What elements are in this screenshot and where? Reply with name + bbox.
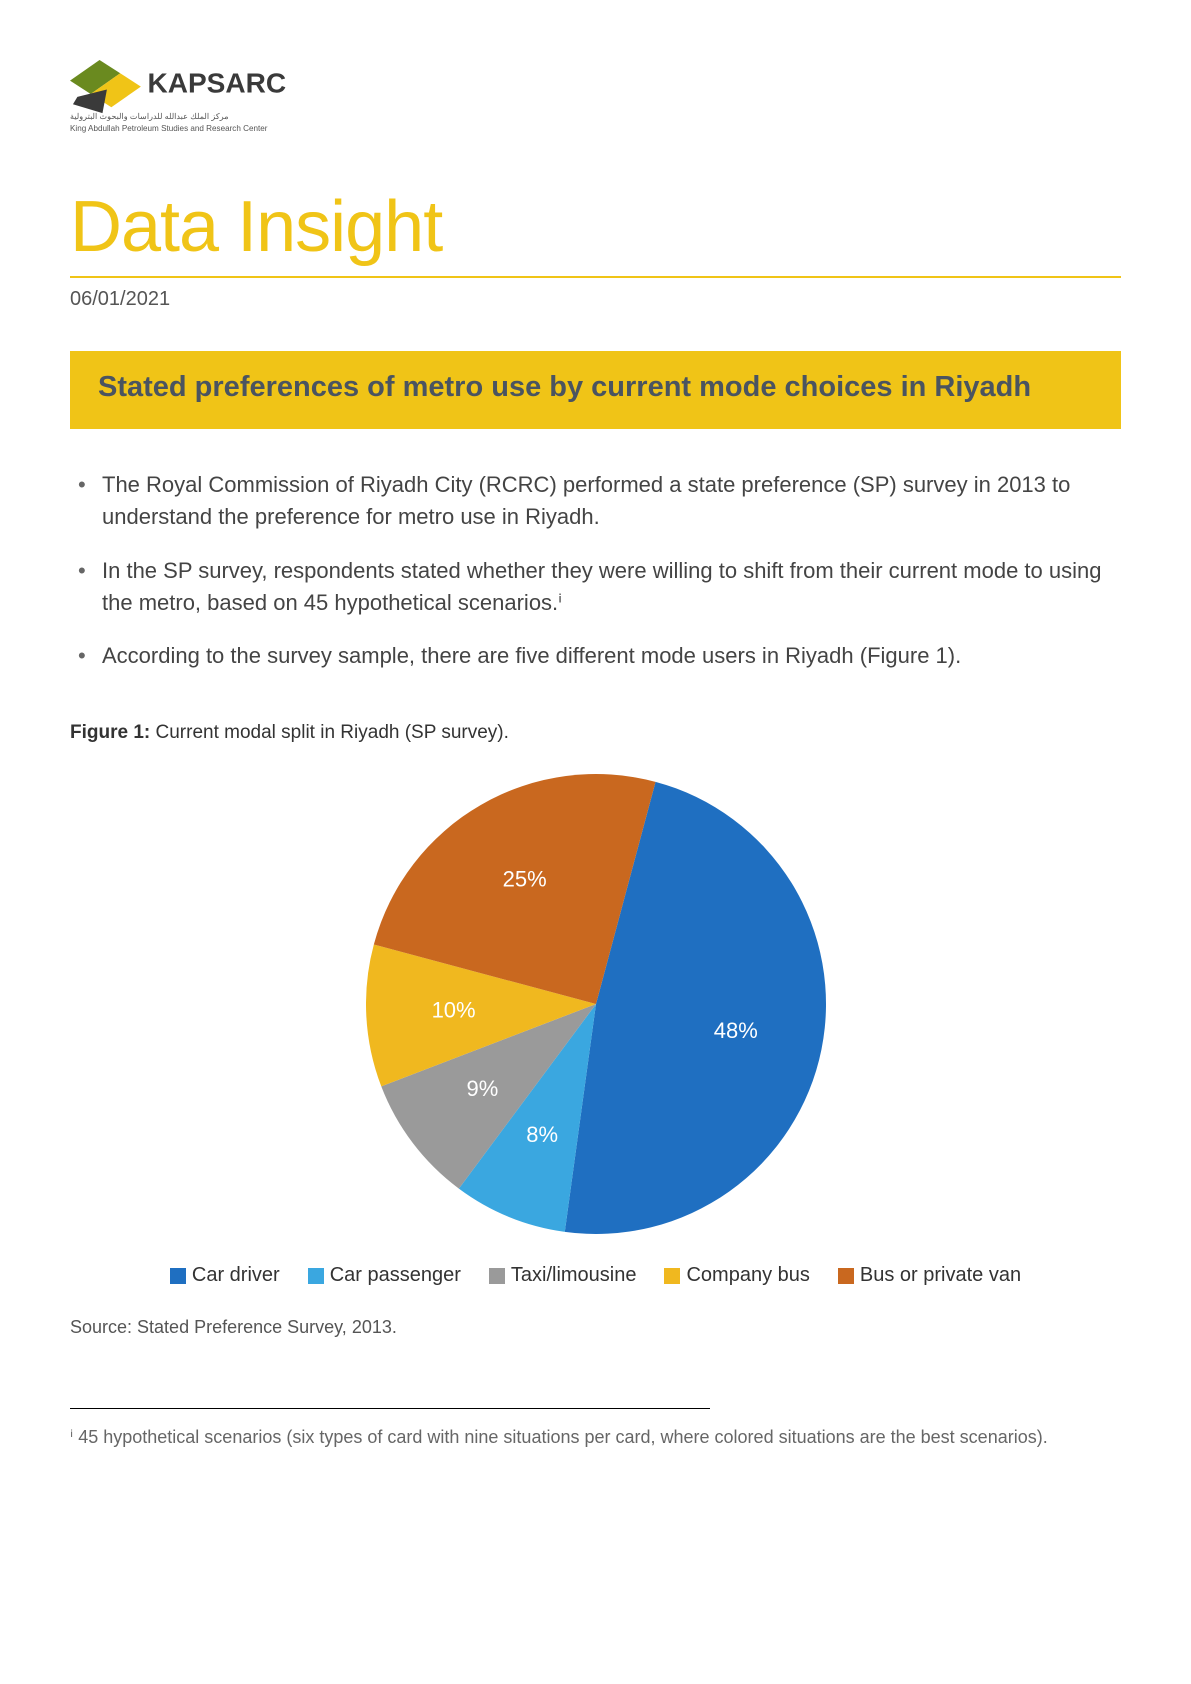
pie-slice-label: 8% bbox=[526, 1122, 558, 1147]
pie-chart-block: 48% 8% 9% 10% 25% Car driver Car passenger Tax… bbox=[70, 774, 1121, 1287]
title-divider bbox=[70, 276, 1121, 278]
legend-swatch bbox=[838, 1268, 854, 1284]
legend-swatch bbox=[170, 1268, 186, 1284]
legend-swatch bbox=[489, 1268, 505, 1284]
logo-tagline: King Abdullah Petroleum Studies and Rese… bbox=[70, 124, 268, 133]
legend-item: Taxi/limousine bbox=[489, 1264, 637, 1287]
figure-caption: Figure 1: Current modal split in Riyadh … bbox=[70, 722, 1121, 744]
pie-slice-label: 48% bbox=[713, 1018, 757, 1043]
pie-slice-label: 25% bbox=[502, 867, 546, 892]
logo-block: KAPSARC مركز الملك عبدالله للدراسات والب… bbox=[70, 60, 1121, 146]
footnote: ⁱ 45 hypothetical scenarios (six types o… bbox=[70, 1425, 1121, 1450]
logo-arabic: مركز الملك عبدالله للدراسات والبحوث البت… bbox=[70, 112, 229, 121]
banner-title: Stated preferences of metro use by curre… bbox=[98, 369, 1093, 407]
banner: Stated preferences of metro use by curre… bbox=[70, 351, 1121, 429]
kapsarc-logo: KAPSARC مركز الملك عبدالله للدراسات والب… bbox=[70, 60, 380, 141]
legend-item: Car passenger bbox=[308, 1264, 461, 1287]
source-line: Source: Stated Preference Survey, 2013. bbox=[70, 1317, 1121, 1338]
pie-slice-label: 10% bbox=[431, 998, 475, 1023]
legend-item: Company bus bbox=[664, 1264, 809, 1287]
figure-caption-text: Current modal split in Riyadh (SP survey… bbox=[150, 722, 509, 743]
footnote-divider bbox=[70, 1408, 710, 1409]
legend-item: Car driver bbox=[170, 1264, 280, 1287]
page-title: Data Insight bbox=[70, 186, 1121, 268]
legend-swatch bbox=[308, 1268, 324, 1284]
chart-legend: Car driver Car passenger Taxi/limousine Com… bbox=[170, 1264, 1021, 1287]
legend-label: Company bus bbox=[686, 1264, 809, 1287]
legend-label: Car passenger bbox=[330, 1264, 461, 1287]
legend-label: Car driver bbox=[192, 1264, 280, 1287]
legend-label: Taxi/limousine bbox=[511, 1264, 637, 1287]
bullet-item: The Royal Commission of Riyadh City (RCR… bbox=[70, 469, 1121, 533]
bullet-item: In the SP survey, respondents stated whe… bbox=[70, 555, 1121, 619]
legend-swatch bbox=[664, 1268, 680, 1284]
legend-label: Bus or private van bbox=[860, 1264, 1021, 1287]
pie-chart: 48% 8% 9% 10% 25% bbox=[366, 774, 826, 1234]
legend-item: Bus or private van bbox=[838, 1264, 1021, 1287]
logo-name: KAPSARC bbox=[148, 67, 287, 98]
publish-date: 06/01/2021 bbox=[70, 288, 1121, 311]
figure-caption-bold: Figure 1: bbox=[70, 722, 150, 743]
bullet-list: The Royal Commission of Riyadh City (RCR… bbox=[70, 469, 1121, 672]
bullet-item: According to the survey sample, there ar… bbox=[70, 640, 1121, 672]
pie-slice-label: 9% bbox=[466, 1076, 498, 1101]
